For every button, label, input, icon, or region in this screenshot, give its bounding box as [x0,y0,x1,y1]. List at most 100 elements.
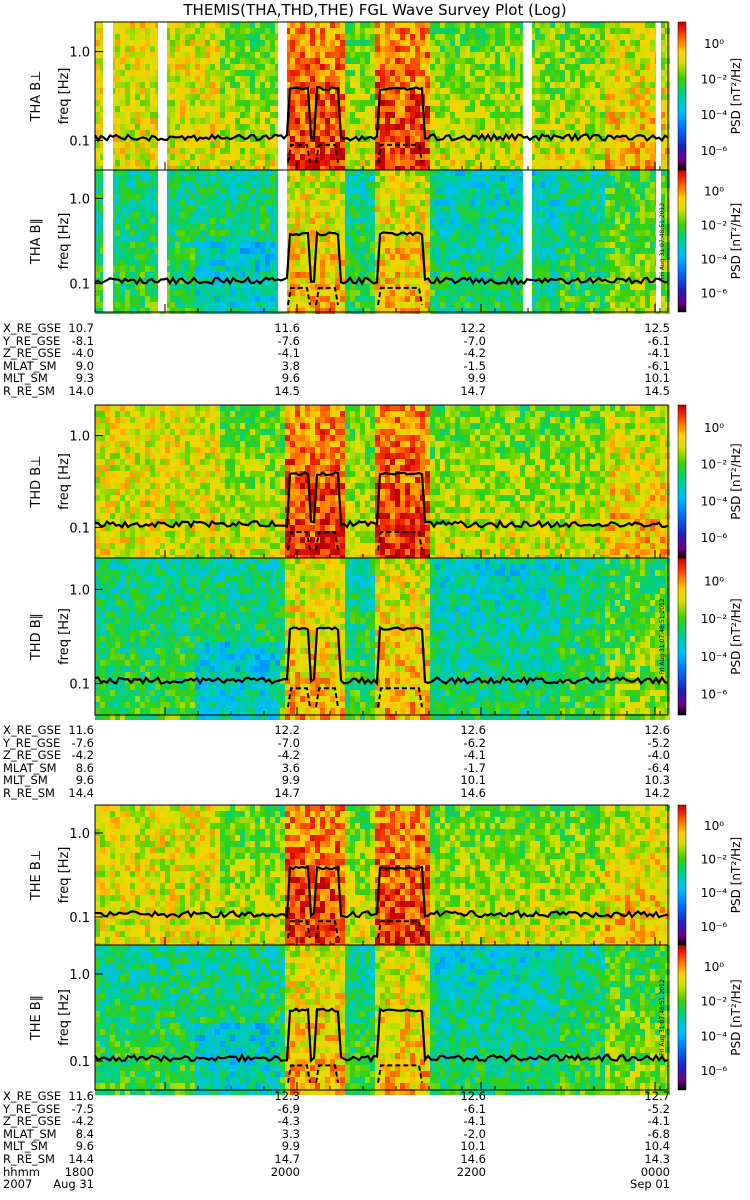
heatmap-cell [365,206,370,212]
heatmap-cell [180,46,185,52]
heatmap-cell [115,106,120,112]
heatmap-cell [380,194,385,200]
heatmap-cell [185,212,190,218]
heatmap-cell [185,248,190,254]
heatmap-cell [500,260,505,266]
heatmap-cell [585,46,590,52]
heatmap-cell [95,272,100,278]
heatmap-cell [165,70,170,76]
heatmap-cell [230,194,235,200]
heatmap-cell [380,28,385,34]
heatmap-cell [650,166,655,172]
heatmap-cell [475,182,480,188]
heatmap-cell [185,70,190,76]
heatmap-cell [370,188,375,194]
heatmap-cell [125,200,130,206]
heatmap-cell [330,64,335,70]
heatmap-cell [130,254,135,260]
heatmap-cell [120,40,125,46]
heatmap-cell [435,254,440,260]
heatmap-cell [340,160,345,166]
heatmap-cell [640,160,645,166]
heatmap-cell [650,88,655,94]
heatmap-cell [470,188,475,194]
heatmap-cell [205,272,210,278]
heatmap-cell [190,106,195,112]
heatmap-cell [135,224,140,230]
heatmap-cell [420,284,425,290]
heatmap-cell [350,40,355,46]
heatmap-cell [565,46,570,52]
heatmap-cell [245,100,250,106]
heatmap-cell [400,194,405,200]
heatmap-cell [410,46,415,52]
heatmap-cell [220,76,225,82]
heatmap-cell [340,194,345,200]
heatmap-cell [400,272,405,278]
heatmap-cell [415,130,420,136]
heatmap-cell [205,206,210,212]
heatmap-cell [460,28,465,34]
heatmap-cell [300,100,305,106]
heatmap-cell [400,224,405,230]
heatmap-cell [320,118,325,124]
heatmap-cell [620,136,625,142]
heatmap-cell [520,212,525,218]
heatmap-cell [130,212,135,218]
heatmap-cell [270,302,275,308]
heatmap-cell [175,160,180,166]
heatmap-cell [390,254,395,260]
heatmap-cell [510,302,515,308]
heatmap-cell [420,124,425,130]
heatmap-cell [565,118,570,124]
heatmap-cell [170,130,175,136]
heatmap-cell [255,284,260,290]
heatmap-cell [350,182,355,188]
heatmap-cell [410,200,415,206]
heatmap-cell [330,40,335,46]
heatmap-cell [130,278,135,284]
heatmap-cell [120,112,125,118]
heatmap-cell [120,194,125,200]
heatmap-cell [430,106,435,112]
heatmap-cell [175,308,180,314]
heatmap-cell [510,284,515,290]
heatmap-cell [585,148,590,154]
heatmap-cell [600,28,605,34]
heatmap-cell [415,22,420,28]
heatmap-cell [150,124,155,130]
heatmap-cell [210,284,215,290]
heatmap-cell [225,236,230,242]
heatmap-cell [380,302,385,308]
heatmap-cell [550,58,555,64]
heatmap-cell [215,188,220,194]
heatmap-cell [135,28,140,34]
heatmap-cell [595,70,600,76]
heatmap-cell [465,242,470,248]
heatmap-cell [360,248,365,254]
heatmap-cell [305,302,310,308]
heatmap-cell [315,166,320,172]
heatmap-cell [150,130,155,136]
heatmap-cell [500,272,505,278]
heatmap-cell [410,76,415,82]
heatmap-cell [555,64,560,70]
heatmap-cell [185,124,190,130]
heatmap-cell [260,248,265,254]
heatmap-cell [140,166,145,172]
heatmap-cell [340,130,345,136]
heatmap-cell [510,100,515,106]
heatmap-cell [320,166,325,172]
heatmap-cell [380,260,385,266]
heatmap-cell [380,106,385,112]
heatmap-cell [435,194,440,200]
heatmap-cell [225,34,230,40]
heatmap-cell [220,82,225,88]
heatmap-cell [180,130,185,136]
heatmap-cell [265,308,270,314]
heatmap-cell [480,224,485,230]
heatmap-cell [310,308,315,314]
heatmap-cell [325,88,330,94]
heatmap-cell [100,224,105,230]
heatmap-cell [600,64,605,70]
